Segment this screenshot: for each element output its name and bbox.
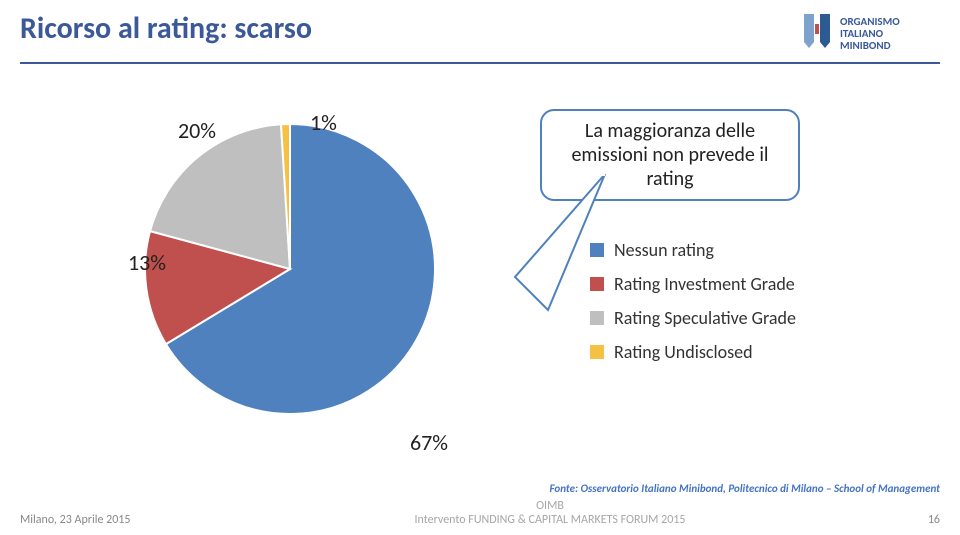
footer-page: 16 — [900, 513, 940, 527]
legend-label: Rating Investment Grade — [614, 273, 795, 295]
legend-swatch-icon — [590, 311, 604, 325]
legend-swatch-icon — [590, 277, 604, 291]
legend-swatch-icon — [590, 243, 604, 257]
legend-label: Rating Undisclosed — [614, 341, 753, 363]
footer-date: Milano, 23 Aprile 2015 — [20, 513, 200, 527]
legend-item: Rating Investment Grade — [590, 273, 796, 295]
legend-label: Rating Speculative Grade — [614, 307, 796, 329]
page-title: Ricorso al rating: scarso — [20, 10, 800, 47]
pie-pct-label: 20% — [178, 117, 216, 144]
callout-box: La maggioranza delle emissioni non preve… — [540, 109, 800, 201]
pie-pct-label: 67% — [410, 429, 448, 456]
legend-swatch-icon — [590, 345, 604, 359]
legend-item: Rating Undisclosed — [590, 341, 796, 363]
logo: ORGANISMO ITALIANO MINIBOND — [800, 10, 940, 58]
legend-item: Rating Speculative Grade — [590, 307, 796, 329]
legend-item: Nessun rating — [590, 239, 796, 261]
pie-chart: 67%13%20%1% — [140, 119, 440, 424]
footer: Milano, 23 Aprile 2015 OIMB Intervento F… — [0, 499, 960, 527]
source-citation: Fonte: Osservatorio Italiano Minibond, P… — [550, 482, 940, 495]
logo-line3: MINIBOND — [840, 40, 900, 52]
pie-pct-label: 13% — [128, 249, 166, 276]
logo-banner-icon — [800, 12, 834, 56]
footer-event: Intervento FUNDING & CAPITAL MARKETS FOR… — [200, 513, 900, 527]
legend: Nessun rating Rating Investment Grade Rati… — [590, 239, 796, 375]
legend-label: Nessun rating — [614, 239, 714, 261]
pie-pct-label: 1% — [310, 109, 337, 136]
chart-area: 67%13%20%1% La maggioranza delle emissio… — [0, 64, 960, 464]
footer-org: OIMB — [200, 499, 900, 513]
